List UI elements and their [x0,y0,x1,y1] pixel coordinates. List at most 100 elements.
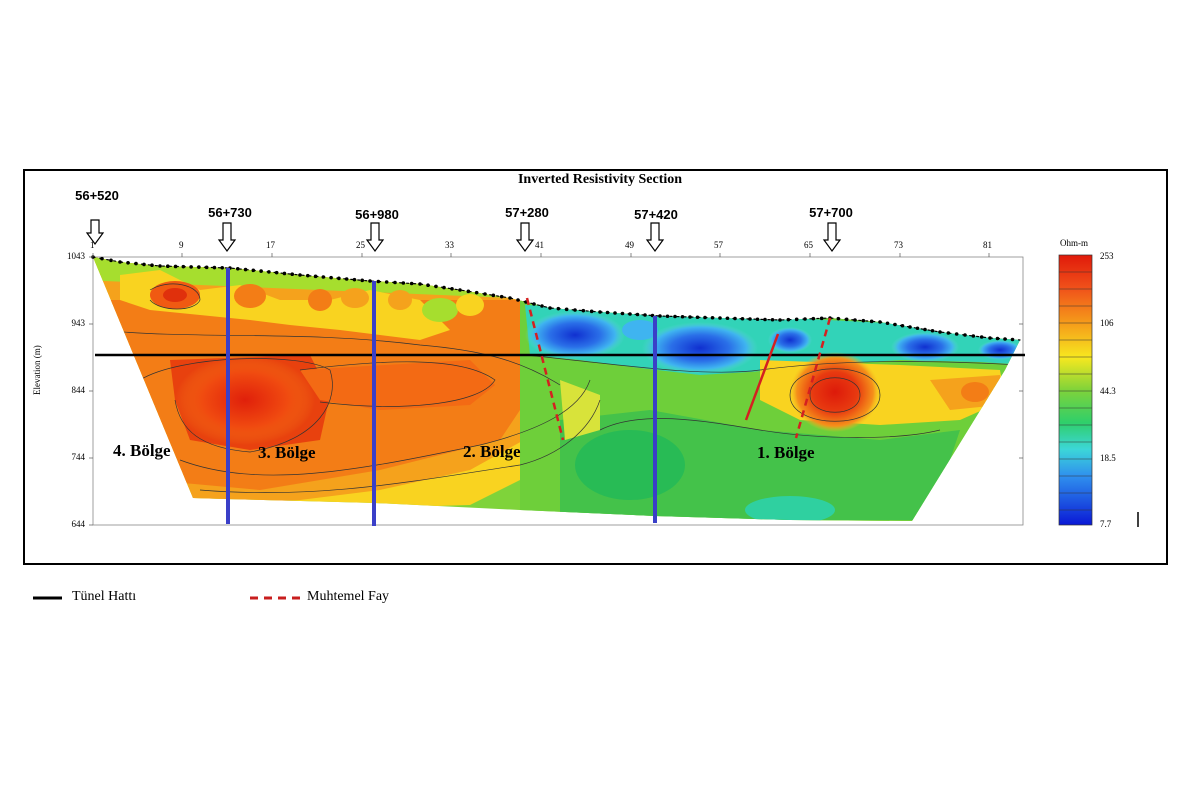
y-tick-label: 1043 [67,251,85,261]
electrode-point [267,270,271,274]
x-tick-label: 65 [804,240,813,250]
x-tick-label: 9 [179,240,184,250]
station-arrow-56730 [217,222,237,253]
electrode-point [426,283,430,288]
electrode-point [573,308,577,312]
electrode-point [900,323,905,328]
zone-label-1: 1. Bölge [757,443,815,462]
electrode-point [755,317,760,322]
electrode-point [786,317,791,322]
electrode-point [930,328,935,333]
electrode-point [878,320,882,324]
electrode-point [589,309,594,314]
electrode-point [853,318,857,322]
electrode-point [126,261,130,265]
electrode-point [274,270,279,275]
colorbar-label: 253 [1100,251,1114,261]
electrode-point [581,308,586,313]
electrode-point [466,289,471,294]
electrode-point [979,335,984,339]
electrode-point [733,316,737,321]
legend-tunnel-label: Tünel Hattı [72,589,137,604]
y-tick-label: 644 [71,519,86,529]
electrode-point [861,318,866,323]
electrode-point [442,285,446,290]
colorbar [1058,254,1093,526]
electrode-point [954,332,959,336]
electrodes [91,255,1015,342]
electrode-point [665,314,670,319]
electrode-point [109,258,113,263]
colorbar-label: 106 [1100,318,1114,328]
electrode-point [803,317,807,321]
x-tick-label: 17 [266,240,275,250]
x-tick-label: 73 [894,240,903,250]
electrode-point [165,264,170,269]
electrode-point [748,317,752,321]
electrode-point [212,265,217,270]
electrode-point [658,314,662,318]
chart-title: Inverted Resistivity Section [517,172,683,187]
electrode-point [360,278,365,283]
electrode-point [450,287,454,291]
electrode-point [189,265,193,269]
electrode-point [885,321,890,326]
electrode-point [1003,337,1007,341]
electrode-point [409,281,414,286]
station-arrows [85,219,842,253]
electrode-point [259,269,263,273]
fault-line-2 [744,333,780,421]
electrode-point [811,316,816,321]
electrode-point [688,315,692,319]
x-tick-label: 49 [625,240,634,250]
station-arrow-57280 [515,222,535,253]
legend-fault-label: Muhtemel Fay [307,589,390,604]
electrode-point [393,280,397,285]
colorbar-unit: Ohm-m [1060,238,1088,248]
electrode-point [763,317,767,322]
axis-ticks [89,253,1023,526]
electrode-point [220,265,225,270]
electrode-point [499,294,504,299]
electrode-point [142,262,146,267]
electrode-point [321,275,326,279]
colorbar-label: 44.3 [1100,386,1116,396]
zone-label-2: 2. Bölge [463,442,521,461]
electrode-point [620,311,625,316]
electrode-point [963,333,967,337]
zone-label-3: 3. Bölge [258,443,316,462]
y-tick-label: 943 [71,318,86,328]
station-arrow-56520 [85,219,105,246]
electrode-point [474,290,479,295]
colorbar-label: 7.7 [1100,519,1112,529]
electrode-point [384,280,389,284]
electrode-point [298,273,302,277]
electrode-point [988,336,992,340]
electrode-point [564,307,569,312]
electrode-point [158,264,162,268]
electrode-point [548,306,552,310]
electrode-point [836,316,841,321]
electrode-point [695,315,700,320]
electrode-point [118,260,122,264]
section-fill [93,257,1020,521]
electrode-point [368,279,372,283]
electrode-point [344,277,349,281]
electrode-point [516,298,520,302]
x-tick-label: 25 [356,240,365,250]
station-arrow-57420 [645,222,665,253]
electrode-point [352,277,357,282]
colorbar-bands [1059,271,1092,511]
electrode-point [680,314,685,319]
station-label-57280: 57+280 [505,205,549,220]
station-label-56730: 56+730 [208,205,252,220]
electrode-point [540,304,544,308]
electrode-point [1010,337,1015,342]
electrode-point [844,317,849,322]
electrode-point [376,279,381,284]
y-tick-label: 844 [71,385,86,395]
electrode-point [290,272,295,277]
electrode-point [635,312,640,317]
electrode-point [643,313,647,317]
electrode-point [508,296,512,300]
